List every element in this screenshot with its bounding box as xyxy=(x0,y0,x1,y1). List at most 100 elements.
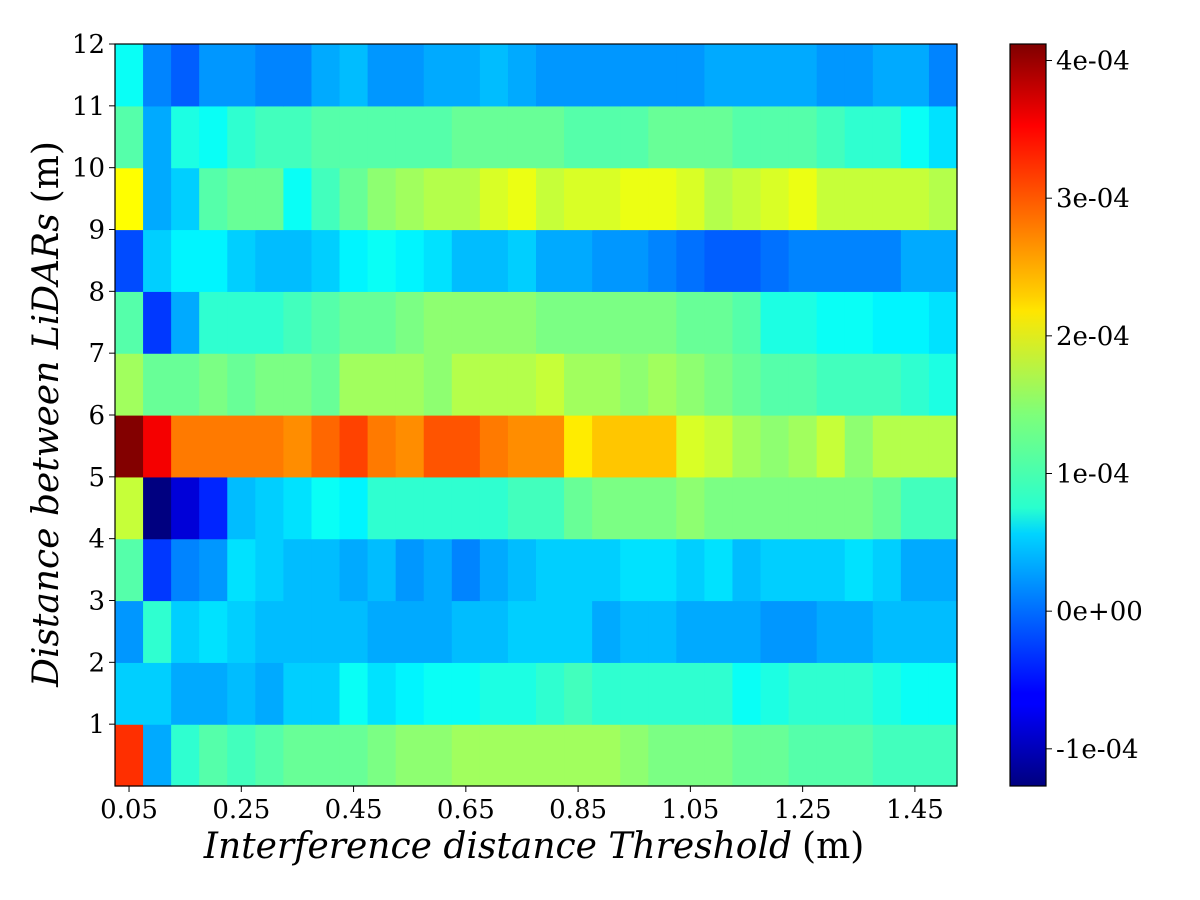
heatmap-cell xyxy=(928,538,958,602)
heatmap-cell xyxy=(143,229,172,292)
colorbar-tick-label: 3e-04 xyxy=(1056,184,1130,214)
heatmap-cell xyxy=(451,105,481,169)
heatmap-cell xyxy=(171,662,200,725)
heatmap-cell xyxy=(143,476,172,540)
heatmap-cell xyxy=(872,44,902,107)
heatmap-cell xyxy=(564,600,593,663)
heatmap-cell xyxy=(367,44,397,107)
heatmap-cell xyxy=(816,476,846,540)
heatmap-cell xyxy=(367,538,397,602)
heatmap-cell xyxy=(115,229,144,292)
y-axis-label-unit: (m) xyxy=(26,141,67,203)
heatmap-cell xyxy=(592,44,621,107)
heatmap-cell xyxy=(479,291,509,354)
heatmap-cell xyxy=(620,353,649,416)
heatmap-cell xyxy=(395,353,425,416)
heatmap-cell xyxy=(367,167,397,231)
heatmap-cell xyxy=(592,600,621,663)
heatmap-cell xyxy=(227,44,256,107)
heatmap-cell xyxy=(283,600,313,663)
heatmap-cell xyxy=(760,353,790,416)
heatmap-cell xyxy=(760,229,790,292)
heatmap-cell xyxy=(227,724,256,787)
heatmap-cell xyxy=(395,538,425,602)
heatmap-cell xyxy=(115,44,144,107)
heatmap-cell xyxy=(900,167,930,231)
heatmap-cell xyxy=(676,44,705,107)
heatmap-cell xyxy=(536,105,565,169)
heatmap-cell xyxy=(115,291,144,354)
colorbar-tick-label: 0e+00 xyxy=(1056,597,1143,627)
heatmap-cell xyxy=(199,105,228,169)
heatmap-cell xyxy=(788,353,818,416)
heatmap-cell xyxy=(788,167,818,231)
heatmap-cell xyxy=(311,353,341,416)
heatmap-cell xyxy=(115,415,144,478)
heatmap-cell xyxy=(788,724,818,787)
heatmap-cell xyxy=(788,44,818,107)
heatmap-cell xyxy=(395,600,425,663)
heatmap-cell xyxy=(620,662,649,725)
heatmap-cell xyxy=(620,600,649,663)
y-tick-label: 12 xyxy=(72,30,105,60)
heatmap-cell xyxy=(900,291,930,354)
x-axis-label-unit: (m) xyxy=(802,826,864,867)
heatmap-cell xyxy=(283,538,313,602)
heatmap-cell xyxy=(507,662,537,725)
heatmap-cell xyxy=(451,600,481,663)
heatmap-cell xyxy=(395,105,425,169)
heatmap-cell xyxy=(928,167,958,231)
heatmap-cell xyxy=(592,538,621,602)
heatmap-cell xyxy=(423,662,453,725)
heatmap-cell xyxy=(311,229,341,292)
heatmap-cell xyxy=(592,353,621,416)
heatmap-cell xyxy=(283,353,313,416)
heatmap-cell xyxy=(143,538,172,602)
heatmap-cell xyxy=(311,538,341,602)
heatmap-cell xyxy=(395,662,425,725)
heatmap-cell xyxy=(536,229,565,292)
heatmap-cell xyxy=(732,600,762,663)
heatmap-cell xyxy=(676,538,705,602)
heatmap-cell xyxy=(283,724,313,787)
heatmap-cell xyxy=(507,229,537,292)
heatmap-cell xyxy=(648,600,677,663)
heatmap-cell xyxy=(339,229,369,292)
y-tick-label: 9 xyxy=(88,216,105,246)
heatmap-cell xyxy=(283,662,313,725)
heatmap-cell xyxy=(451,229,481,292)
heatmap-cell xyxy=(479,105,509,169)
heatmap-cell xyxy=(928,662,958,725)
heatmap-cell xyxy=(255,44,284,107)
heatmap-cell xyxy=(872,353,902,416)
heatmap-cell xyxy=(788,415,818,478)
heatmap-cell xyxy=(339,724,369,787)
heatmap-cell xyxy=(676,291,705,354)
heatmap-cell xyxy=(704,476,734,540)
heatmap-cell xyxy=(564,353,593,416)
heatmap-cell xyxy=(367,724,397,787)
heatmap-cell xyxy=(143,105,172,169)
heatmap-cell xyxy=(620,229,649,292)
heatmap-cell xyxy=(115,353,144,416)
heatmap-cell xyxy=(760,415,790,478)
heatmap-cell xyxy=(928,291,958,354)
heatmap-cell xyxy=(676,415,705,478)
heatmap-cell xyxy=(592,724,621,787)
colorbar xyxy=(1009,43,1047,787)
heatmap-cell xyxy=(844,291,874,354)
heatmap-cell xyxy=(704,353,734,416)
heatmap-cell xyxy=(760,44,790,107)
heatmap-cell xyxy=(339,105,369,169)
x-tick-label: 1.45 xyxy=(886,795,944,825)
heatmap-cell xyxy=(732,44,762,107)
heatmap-cell xyxy=(536,600,565,663)
heatmap-cell xyxy=(648,105,677,169)
heatmap-cell xyxy=(732,291,762,354)
heatmap-cell xyxy=(788,476,818,540)
heatmap-cell xyxy=(479,662,509,725)
heatmap-cell xyxy=(451,167,481,231)
heatmap-cell xyxy=(143,44,172,107)
heatmap-cell xyxy=(788,662,818,725)
heatmap-cell xyxy=(255,353,284,416)
